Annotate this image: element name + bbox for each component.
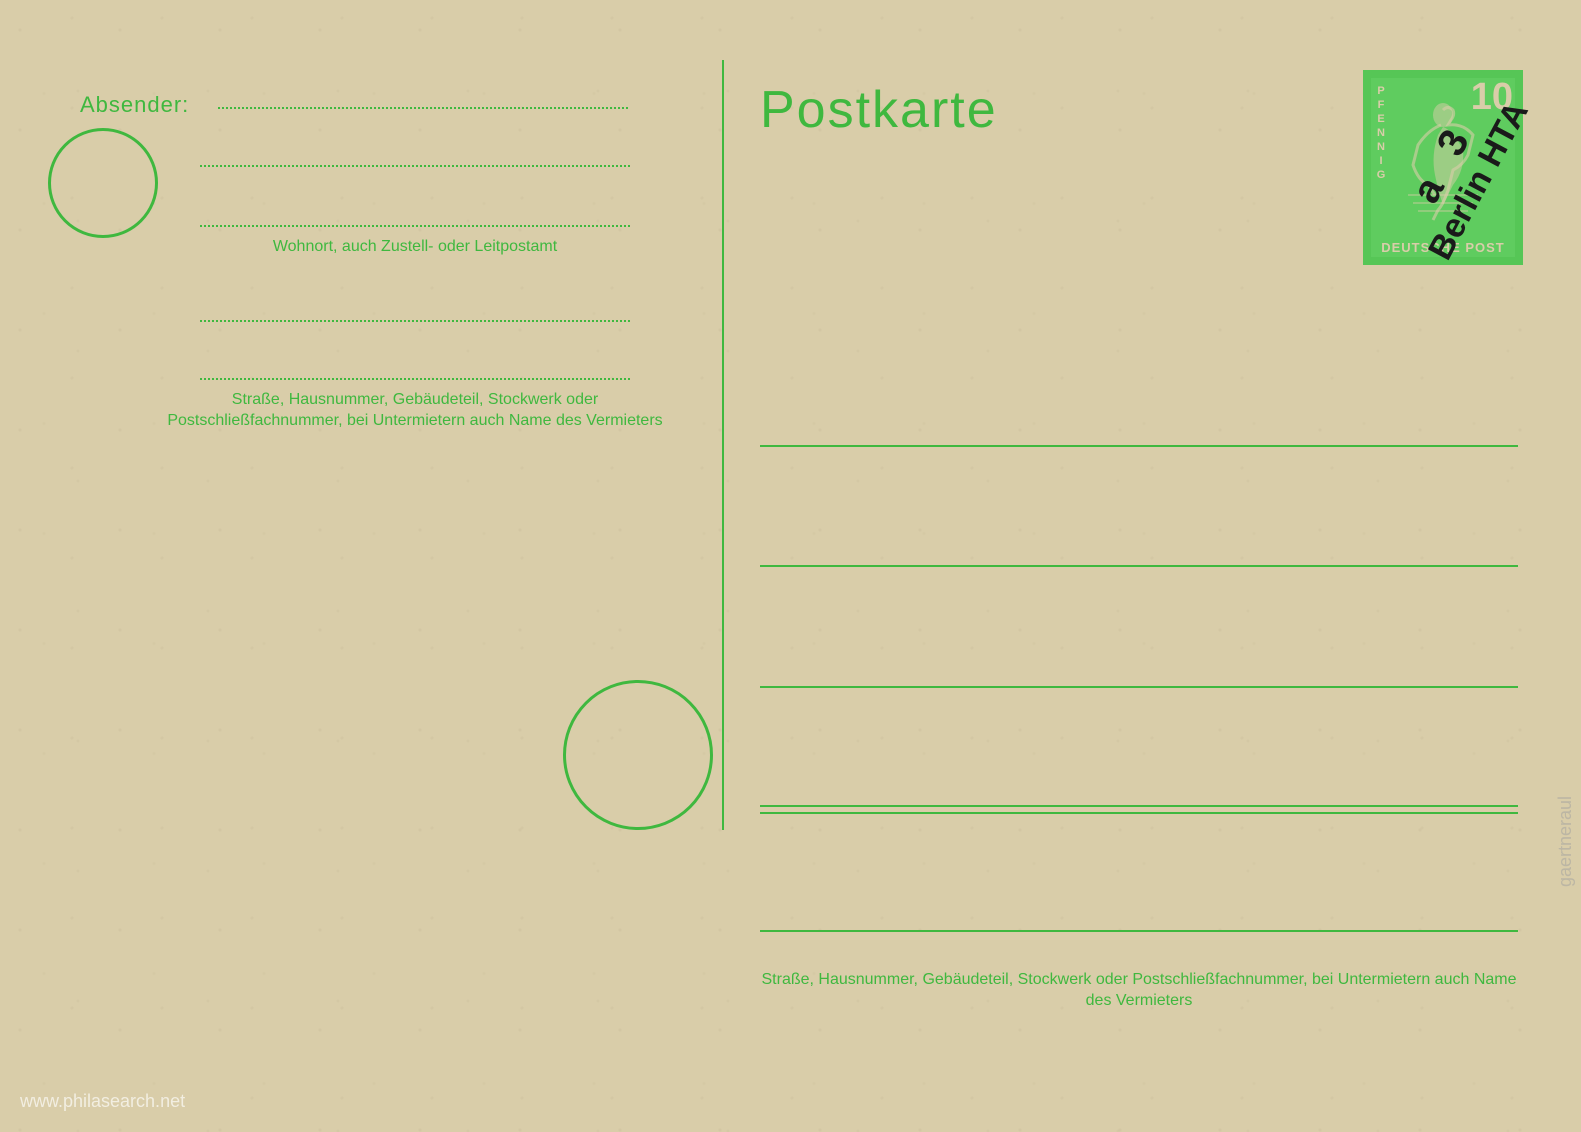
postcard-container: Postkarte Absender: Wohnort, auch Zustel… <box>0 0 1581 1132</box>
sender-line-5 <box>200 378 630 380</box>
stamp-currency: PFENNIG <box>1375 85 1387 183</box>
address-line-3 <box>760 686 1518 688</box>
sender-line-3 <box>200 225 630 227</box>
watermark-left: www.philasearch.net <box>20 1091 185 1112</box>
sender-label: Absender: <box>80 92 189 118</box>
sender-line-1 <box>218 107 628 109</box>
address-line-2 <box>760 565 1518 567</box>
address-line-4-bottom <box>760 812 1518 814</box>
sender-line-4 <box>200 320 630 322</box>
sender-line-2 <box>200 165 630 167</box>
sender-address-caption: Straße, Hausnummer, Gebäudeteil, Stockwe… <box>165 390 665 432</box>
recipient-postmark-circle <box>563 680 713 830</box>
sender-postmark-circle <box>48 128 158 238</box>
recipient-address-caption: Straße, Hausnummer, Gebäudeteil, Stockwe… <box>760 970 1518 1012</box>
watermark-right: gaertneraul <box>1555 796 1576 887</box>
address-line-4-top <box>760 805 1518 807</box>
sender-location-caption: Wohnort, auch Zustell- oder Leitpostamt <box>215 238 615 256</box>
address-line-1 <box>760 445 1518 447</box>
address-line-5 <box>760 930 1518 932</box>
vertical-divider <box>722 60 724 830</box>
postcard-title: Postkarte <box>760 80 998 140</box>
